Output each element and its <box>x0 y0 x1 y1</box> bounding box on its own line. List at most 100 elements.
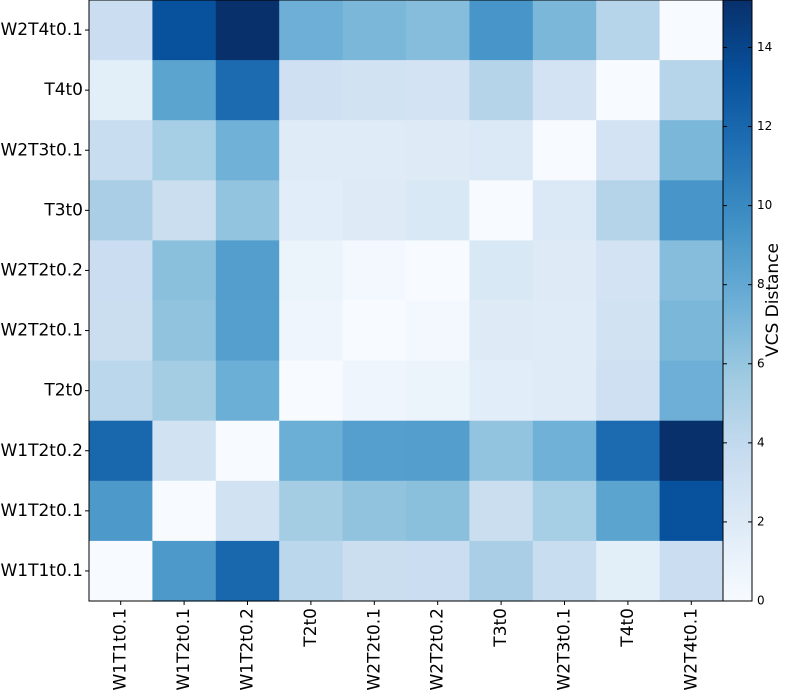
heatmap-cell <box>89 180 153 241</box>
heatmap-cell <box>215 300 280 362</box>
heatmap-cell <box>659 480 724 542</box>
colorbar-tick-label: 0 <box>757 594 765 608</box>
heatmap-cell <box>532 0 597 61</box>
heatmap-cell <box>596 540 661 602</box>
heatmap-cell <box>532 480 597 542</box>
heatmap-cell <box>659 360 724 422</box>
heatmap-cell <box>152 480 217 542</box>
colorbar-ticks: 0 2 4 6 8 10 12 14 <box>723 40 772 608</box>
heatmap-cell <box>279 540 344 602</box>
x-tick-label: W1T1t0.1 <box>111 608 131 691</box>
heatmap-cell <box>469 0 534 61</box>
y-tick-label: W2T3t0.1 <box>0 140 83 160</box>
heatmap-cell <box>215 420 280 482</box>
heatmap-cell <box>406 300 470 362</box>
heatmap-cell <box>596 360 661 422</box>
heatmap-cell <box>279 120 344 181</box>
heatmap-cell <box>152 300 217 362</box>
heatmap-cell <box>279 420 344 482</box>
heatmap-cell <box>406 180 470 241</box>
x-tick-label: W2T4t0.1 <box>681 608 701 691</box>
heatmap-cell <box>279 60 344 121</box>
heatmap-cell <box>469 360 534 422</box>
heatmap-cell <box>215 540 280 602</box>
colorbar-tick-label: 4 <box>757 435 765 449</box>
colorbar-tick-label: 10 <box>757 198 772 212</box>
heatmap-cell <box>89 300 153 362</box>
heatmap-cell <box>215 120 280 181</box>
heatmap-cell <box>406 360 470 422</box>
heatmap-cell <box>406 240 470 302</box>
heatmap-cell <box>596 420 661 482</box>
heatmap-cell <box>89 240 153 302</box>
colorbar-tick-label: 14 <box>757 40 772 54</box>
heatmap-cell <box>279 240 344 302</box>
heatmap-cell <box>215 180 280 241</box>
heatmap-cell <box>659 540 724 602</box>
x-tick-label: W1T2t0.1 <box>174 608 194 691</box>
heatmap-cell <box>279 480 344 542</box>
heatmap-cell <box>532 60 597 121</box>
y-axis-labels: W2T4t0.1 T4t0 W2T3t0.1 T3t0 W2T2t0.2 W2T2t0.1… <box>0 20 89 581</box>
heatmap-cell <box>596 300 661 362</box>
colorbar-tick-label: 2 <box>757 514 765 528</box>
heatmap-cell <box>342 300 407 362</box>
y-tick-label: W1T1t0.1 <box>0 561 83 581</box>
y-tick-label: T4t0 <box>43 80 83 100</box>
heatmap-cell <box>89 60 153 121</box>
heatmap-cell <box>342 240 407 302</box>
colorbar-tick-label: 6 <box>757 356 765 370</box>
heatmap-cell <box>89 480 153 542</box>
heatmap-cell <box>406 60 470 121</box>
heatmap-cell <box>152 0 217 61</box>
heatmap-cell <box>342 60 407 121</box>
y-tick-label: W1T2t0.2 <box>0 441 83 461</box>
colorbar-label: VCS Distance <box>763 243 783 357</box>
heatmap-cell <box>406 540 470 602</box>
colorbar-tick-label: 8 <box>757 277 765 291</box>
heatmap-cell <box>152 120 217 181</box>
colorbar-tick-label: 12 <box>757 119 772 133</box>
y-tick-label: T3t0 <box>43 200 83 220</box>
heatmap-cell <box>279 0 344 61</box>
heatmap-cell <box>469 60 534 121</box>
heatmap-cell <box>152 540 217 602</box>
heatmap-cell <box>406 0 470 61</box>
heatmap-cell <box>596 180 661 241</box>
heatmap-cell <box>532 120 597 181</box>
y-tick-label: W2T2t0.2 <box>0 260 83 280</box>
x-axis-labels: W1T1t0.1 W1T2t0.1 W1T2t0.2 T2t0 W2T2t0.1 W2T2… <box>111 601 701 691</box>
heatmap-cell <box>279 180 344 241</box>
heatmap-cell <box>469 480 534 542</box>
heatmap-cell <box>279 360 344 422</box>
heatmap-cell <box>532 360 597 422</box>
x-tick-label: W1T2t0.2 <box>238 608 258 691</box>
heatmap-cells <box>89 0 724 602</box>
x-tick-label: W2T2t0.2 <box>428 608 448 691</box>
x-tick-label: T3t0 <box>491 608 511 648</box>
heatmap-cell <box>89 540 153 602</box>
heatmap-cell <box>406 480 470 542</box>
x-tick-label: W2T3t0.1 <box>555 608 575 691</box>
x-tick-label: W2T2t0.1 <box>364 608 384 691</box>
heatmap-cell <box>152 240 217 302</box>
heatmap-cell <box>532 180 597 241</box>
heatmap-cell <box>152 360 217 422</box>
x-tick-label: T2t0 <box>301 608 321 648</box>
heatmap-cell <box>89 0 153 61</box>
heatmap-cell <box>596 0 661 61</box>
heatmap-cell <box>89 360 153 422</box>
x-tick-label: T4t0 <box>618 608 638 648</box>
heatmap-cell <box>342 120 407 181</box>
heatmap-cell <box>469 120 534 181</box>
heatmap-cell <box>406 420 470 482</box>
heatmap-cell <box>406 120 470 181</box>
heatmap-cell <box>596 120 661 181</box>
heatmap-cell <box>342 540 407 602</box>
heatmap-cell <box>342 360 407 422</box>
heatmap-cell <box>659 60 724 121</box>
heatmap-cell <box>215 60 280 121</box>
heatmap-cell <box>659 420 724 482</box>
